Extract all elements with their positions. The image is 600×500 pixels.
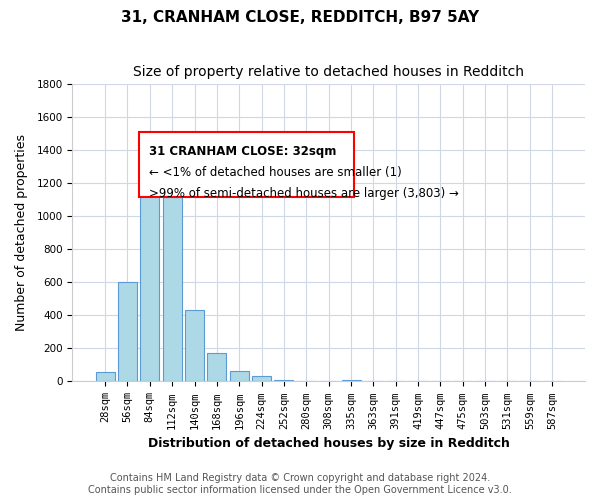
Bar <box>163 196 182 382</box>
Bar <box>252 376 271 382</box>
Title: Size of property relative to detached houses in Redditch: Size of property relative to detached ho… <box>133 65 524 79</box>
Bar <box>140 158 160 382</box>
Bar <box>118 282 137 382</box>
Text: 31 CRANHAM CLOSE: 32sqm: 31 CRANHAM CLOSE: 32sqm <box>149 145 337 158</box>
X-axis label: Distribution of detached houses by size in Redditch: Distribution of detached houses by size … <box>148 437 509 450</box>
Bar <box>95 372 115 382</box>
Bar <box>185 310 204 382</box>
Text: ← <1% of detached houses are smaller (1): ← <1% of detached houses are smaller (1) <box>149 166 402 179</box>
Text: >99% of semi-detached houses are larger (3,803) →: >99% of semi-detached houses are larger … <box>149 187 459 200</box>
FancyBboxPatch shape <box>139 132 354 197</box>
Y-axis label: Number of detached properties: Number of detached properties <box>15 134 28 332</box>
Bar <box>274 380 293 382</box>
Text: Contains HM Land Registry data © Crown copyright and database right 2024.
Contai: Contains HM Land Registry data © Crown c… <box>88 474 512 495</box>
Bar <box>341 380 361 382</box>
Text: 31, CRANHAM CLOSE, REDDITCH, B97 5AY: 31, CRANHAM CLOSE, REDDITCH, B97 5AY <box>121 10 479 25</box>
Bar <box>230 370 249 382</box>
Bar <box>208 354 226 382</box>
